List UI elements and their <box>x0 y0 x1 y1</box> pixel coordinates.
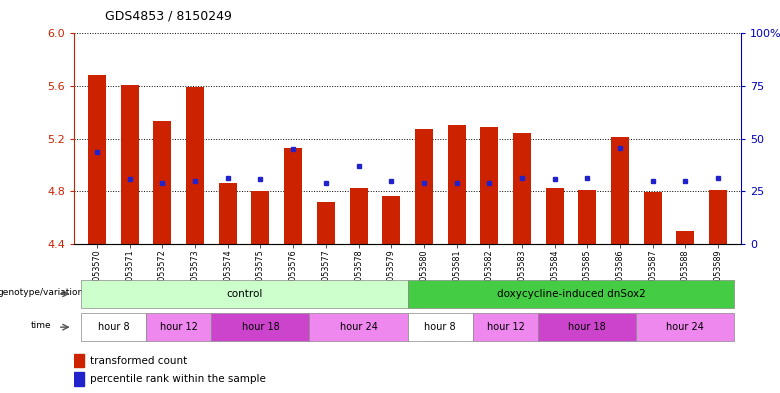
Bar <box>80 280 407 308</box>
Bar <box>408 313 473 341</box>
Bar <box>709 190 727 244</box>
Text: doxycycline-induced dnSox2: doxycycline-induced dnSox2 <box>497 289 645 299</box>
Bar <box>74 372 84 386</box>
Text: time: time <box>30 321 51 330</box>
Bar <box>538 313 636 341</box>
Text: transformed count: transformed count <box>90 356 187 365</box>
Bar <box>611 137 629 244</box>
Text: hour 12: hour 12 <box>487 322 525 332</box>
Bar <box>349 189 367 244</box>
Bar <box>480 127 498 244</box>
Bar <box>317 202 335 244</box>
Bar <box>251 191 269 244</box>
Text: hour 24: hour 24 <box>666 322 704 332</box>
Bar <box>121 84 139 244</box>
Bar <box>74 354 84 367</box>
Bar <box>408 280 735 308</box>
Text: hour 12: hour 12 <box>160 322 197 332</box>
Text: hour 8: hour 8 <box>424 322 456 332</box>
Bar <box>310 313 408 341</box>
Text: genotype/variation: genotype/variation <box>0 288 84 297</box>
Bar <box>154 121 172 244</box>
Bar <box>88 75 106 244</box>
Bar <box>644 193 661 244</box>
Bar <box>546 189 564 244</box>
Bar <box>513 133 531 244</box>
Bar <box>415 129 433 244</box>
Bar <box>448 125 466 244</box>
Bar <box>80 313 146 341</box>
Bar <box>284 148 302 244</box>
Bar <box>186 87 204 244</box>
Text: hour 18: hour 18 <box>242 322 279 332</box>
Text: control: control <box>226 289 262 299</box>
Bar <box>211 313 310 341</box>
Bar <box>218 183 237 244</box>
Text: hour 24: hour 24 <box>339 322 378 332</box>
Bar <box>382 196 400 244</box>
Text: hour 8: hour 8 <box>98 322 129 332</box>
Text: GDS4853 / 8150249: GDS4853 / 8150249 <box>105 10 232 23</box>
Text: percentile rank within the sample: percentile rank within the sample <box>90 374 265 384</box>
Bar <box>146 313 211 341</box>
Bar <box>676 231 694 244</box>
Bar <box>473 313 538 341</box>
Bar <box>578 190 597 244</box>
Text: hour 18: hour 18 <box>569 322 606 332</box>
Bar <box>636 313 735 341</box>
